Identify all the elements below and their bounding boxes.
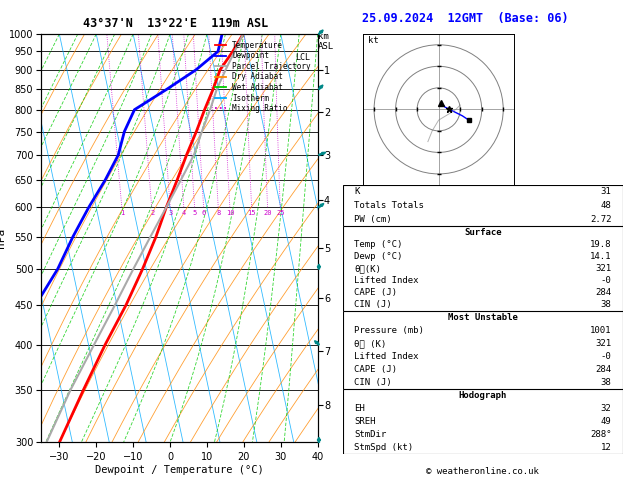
Text: 4: 4 (182, 210, 186, 216)
Text: © weatheronline.co.uk: © weatheronline.co.uk (426, 467, 539, 476)
Text: 2.72: 2.72 (590, 215, 611, 224)
Text: 288°: 288° (590, 430, 611, 439)
Text: 284: 284 (596, 365, 611, 374)
Text: Pressure (mb): Pressure (mb) (354, 326, 424, 335)
Text: 48: 48 (601, 201, 611, 210)
Text: Temp (°C): Temp (°C) (354, 240, 403, 249)
Text: 10: 10 (226, 210, 235, 216)
Text: 43°37'N  13°22'E  119m ASL: 43°37'N 13°22'E 119m ASL (84, 17, 269, 30)
Text: 5: 5 (193, 210, 197, 216)
Legend: Temperature, Dewpoint, Parcel Trajectory, Dry Adiabat, Wet Adiabat, Isotherm, Mi: Temperature, Dewpoint, Parcel Trajectory… (211, 38, 314, 116)
Text: 15: 15 (248, 210, 256, 216)
Text: 49: 49 (601, 417, 611, 426)
Text: 1001: 1001 (590, 326, 611, 335)
Text: LCL: LCL (295, 53, 310, 62)
Text: 3: 3 (169, 210, 173, 216)
Text: EH: EH (354, 404, 365, 413)
Text: Dewp (°C): Dewp (°C) (354, 252, 403, 261)
Text: 1: 1 (120, 210, 125, 216)
Text: 284: 284 (596, 288, 611, 297)
Text: 31: 31 (601, 187, 611, 196)
Text: 38: 38 (601, 378, 611, 387)
Text: SREH: SREH (354, 417, 376, 426)
Text: Lifted Index: Lifted Index (354, 352, 418, 361)
Text: -0: -0 (601, 352, 611, 361)
Text: CAPE (J): CAPE (J) (354, 288, 397, 297)
Text: 38: 38 (601, 300, 611, 310)
Text: PW (cm): PW (cm) (354, 215, 392, 224)
Text: 12: 12 (601, 443, 611, 452)
Text: θᴁ(K): θᴁ(K) (354, 264, 381, 273)
Text: Totals Totals: Totals Totals (354, 201, 424, 210)
Text: 321: 321 (596, 339, 611, 348)
Text: kt: kt (367, 35, 379, 45)
Text: CIN (J): CIN (J) (354, 300, 392, 310)
Text: CIN (J): CIN (J) (354, 378, 392, 387)
Text: Surface: Surface (464, 227, 501, 237)
Text: 32: 32 (601, 404, 611, 413)
X-axis label: Dewpoint / Temperature (°C): Dewpoint / Temperature (°C) (95, 465, 264, 475)
Text: 321: 321 (596, 264, 611, 273)
Text: -0: -0 (601, 276, 611, 285)
Text: StmDir: StmDir (354, 430, 386, 439)
Text: θᴁ (K): θᴁ (K) (354, 339, 386, 348)
Text: 25: 25 (276, 210, 285, 216)
Text: Lifted Index: Lifted Index (354, 276, 418, 285)
Text: Hodograph: Hodograph (459, 391, 507, 400)
Y-axis label: hPa: hPa (0, 228, 6, 248)
Text: CAPE (J): CAPE (J) (354, 365, 397, 374)
Text: 2: 2 (150, 210, 154, 216)
Text: K: K (354, 187, 359, 196)
Text: 25.09.2024  12GMT  (Base: 06): 25.09.2024 12GMT (Base: 06) (362, 12, 569, 25)
Text: km
ASL: km ASL (318, 32, 334, 51)
Text: 6: 6 (202, 210, 206, 216)
Text: 8: 8 (216, 210, 221, 216)
Text: 14.1: 14.1 (590, 252, 611, 261)
Text: Most Unstable: Most Unstable (448, 313, 518, 322)
Text: 20: 20 (264, 210, 272, 216)
Text: 19.8: 19.8 (590, 240, 611, 249)
Text: StmSpd (kt): StmSpd (kt) (354, 443, 413, 452)
